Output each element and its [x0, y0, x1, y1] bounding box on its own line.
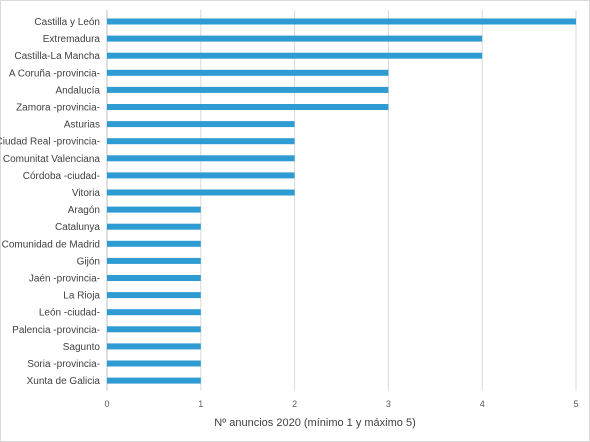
- bar: [107, 121, 295, 128]
- bar: [107, 240, 201, 247]
- bar: [107, 292, 201, 299]
- category-label: Palencia -provincia-: [12, 325, 100, 336]
- bar: [107, 309, 201, 316]
- bar: [107, 104, 389, 110]
- category-label: Castilla-La Mancha: [14, 51, 100, 62]
- bar: [107, 35, 483, 42]
- bar: [107, 138, 295, 145]
- bar: [107, 343, 201, 350]
- bars: [107, 18, 576, 384]
- bar: [107, 155, 295, 162]
- category-label: Vitoria: [72, 188, 101, 199]
- category-label: Extremadura: [43, 34, 101, 45]
- bar: [107, 257, 201, 264]
- bar: [107, 223, 201, 230]
- bar: [107, 206, 201, 213]
- category-label: Comunitat Valenciana: [3, 154, 101, 165]
- x-axis-title: Nº anuncios 2020 (mínimo 1 y máximo 5): [214, 417, 416, 429]
- category-label: Xunta de Galicia: [27, 376, 101, 387]
- category-label: La Rioja: [63, 291, 100, 302]
- category-label: Ciudad Real -provincia-: [0, 137, 100, 148]
- category-label: Andalucía: [56, 85, 101, 96]
- category-label: Córdoba -ciudad-: [23, 171, 100, 182]
- x-tick-label: 1: [198, 399, 203, 409]
- bar: [107, 86, 389, 93]
- category-label: A Coruña -provincia-: [9, 68, 100, 79]
- category-label: Soria -provincia-: [27, 359, 100, 370]
- x-tick-label: 4: [480, 399, 485, 409]
- gridlines: [106, 10, 577, 391]
- category-label: Jaén -provincia-: [29, 274, 100, 285]
- category-labels: Castilla y León Extremadura Castilla-La Ma…: [0, 17, 100, 387]
- category-label: Sagunto: [63, 342, 101, 353]
- bar: [107, 275, 201, 281]
- bar: [107, 172, 295, 179]
- bar: [107, 326, 201, 333]
- bar: [107, 189, 295, 196]
- bar: [107, 52, 483, 59]
- x-tick-labels: 0 1 2 3 4 5: [104, 399, 578, 409]
- x-tick-label: 5: [573, 399, 578, 409]
- bar: [107, 18, 576, 25]
- category-label: Catalunya: [55, 222, 100, 233]
- x-tick-label: 0: [104, 399, 109, 409]
- bar: [107, 360, 201, 367]
- category-label: Castilla y León: [34, 17, 100, 28]
- x-tick-label: 2: [292, 399, 297, 409]
- bar: [107, 377, 201, 384]
- category-label: León -ciudad-: [39, 308, 100, 319]
- category-label: Gijón: [77, 256, 100, 267]
- bar: [107, 69, 389, 76]
- category-label: Comunidad de Madrid: [2, 239, 100, 250]
- x-tick-label: 3: [386, 399, 391, 409]
- category-label: Aragón: [68, 205, 100, 216]
- category-label: Asturias: [64, 120, 100, 131]
- category-label: Zamora -provincia-: [16, 103, 100, 114]
